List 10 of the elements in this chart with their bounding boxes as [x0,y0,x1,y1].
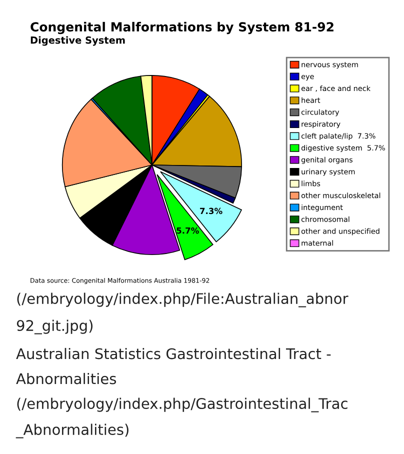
text: Australian Statistics Gastrointestinal Tract - [16,348,331,360]
data-label: 5.7% [176,227,199,234]
data-label: 7.3% [200,208,222,214]
text: Abnormalities [16,372,116,384]
chart-title: Congenital Malformations by System 81-92 [30,22,334,34]
text: 92_git.jpg) [16,320,93,334]
text: (/embryology/index.php/File:Australian_abnor [17,292,348,308]
chart-subtitle: Digestive System [30,36,125,46]
text: _Abnormalities) [16,424,128,438]
text: (/embryology/index.php/Gastrointestinal_Trac [17,398,348,412]
